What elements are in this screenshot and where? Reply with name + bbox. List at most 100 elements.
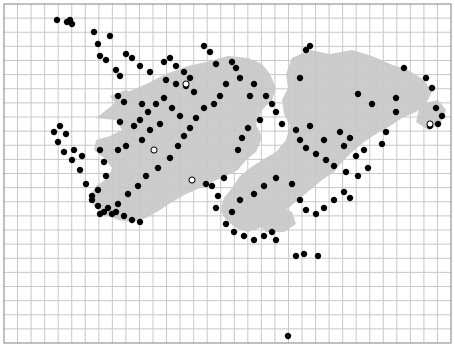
record-dot bbox=[102, 56, 110, 64]
record-dot bbox=[114, 200, 122, 208]
record-dot bbox=[68, 156, 76, 164]
record-dot bbox=[112, 66, 120, 74]
record-dot bbox=[234, 146, 242, 154]
record-dot-open bbox=[150, 146, 158, 154]
record-dot bbox=[146, 68, 154, 76]
record-dot bbox=[220, 174, 228, 182]
record-dot bbox=[288, 180, 296, 188]
record-dot bbox=[122, 142, 130, 150]
record-dot bbox=[76, 166, 84, 174]
record-dot bbox=[432, 104, 440, 112]
record-dot bbox=[268, 100, 276, 108]
records-layer bbox=[50, 16, 446, 340]
record-dot-open bbox=[182, 80, 190, 88]
record-dot bbox=[228, 58, 236, 66]
record-dot bbox=[378, 140, 386, 148]
record-dot bbox=[352, 152, 360, 160]
record-dot bbox=[128, 54, 136, 62]
record-dot-open bbox=[188, 176, 196, 184]
record-dot bbox=[116, 118, 124, 126]
record-dot bbox=[206, 48, 214, 56]
record-dot bbox=[214, 192, 222, 200]
record-dot bbox=[250, 236, 258, 244]
record-dot bbox=[180, 132, 188, 140]
record-dot bbox=[186, 74, 194, 82]
record-dot-open bbox=[426, 120, 434, 128]
record-dot bbox=[250, 80, 258, 88]
record-dot bbox=[172, 80, 180, 88]
record-dot bbox=[236, 74, 244, 82]
record-dot bbox=[238, 134, 246, 142]
record-dot bbox=[262, 92, 270, 100]
record-dot bbox=[292, 126, 300, 134]
record-dot bbox=[236, 196, 244, 204]
record-dot bbox=[354, 90, 362, 98]
record-dot bbox=[96, 52, 104, 60]
record-dot bbox=[272, 174, 280, 182]
record-dot bbox=[314, 252, 322, 260]
record-dot bbox=[70, 146, 78, 154]
record-dot bbox=[96, 210, 104, 218]
record-dot bbox=[53, 16, 61, 24]
record-dot bbox=[136, 218, 144, 226]
map-frame-border bbox=[3, 3, 452, 344]
record-dot bbox=[422, 74, 430, 82]
record-dot bbox=[340, 188, 348, 196]
record-dot bbox=[114, 92, 122, 100]
record-dot bbox=[322, 156, 330, 164]
record-dot bbox=[216, 92, 224, 100]
record-dot bbox=[190, 88, 198, 96]
record-dot bbox=[260, 232, 268, 240]
record-dot bbox=[296, 196, 304, 204]
record-dot bbox=[78, 152, 86, 160]
record-dot bbox=[120, 98, 128, 106]
record-dot bbox=[336, 128, 344, 136]
record-dot bbox=[94, 202, 102, 210]
record-dot bbox=[168, 104, 176, 112]
record-dot bbox=[166, 54, 174, 62]
record-dot bbox=[160, 58, 168, 66]
record-dot bbox=[300, 250, 308, 258]
record-dot bbox=[438, 112, 446, 120]
record-dot bbox=[94, 40, 102, 48]
record-dot bbox=[244, 124, 252, 132]
record-dot bbox=[364, 164, 372, 172]
record-dot bbox=[268, 228, 276, 236]
record-dot bbox=[228, 208, 236, 216]
record-dot bbox=[100, 158, 108, 166]
record-dot bbox=[124, 190, 132, 198]
record-dot bbox=[176, 112, 184, 120]
record-dot bbox=[302, 206, 310, 214]
record-dot bbox=[272, 108, 280, 116]
record-dot bbox=[296, 74, 304, 82]
record-dot bbox=[90, 28, 98, 36]
record-dot bbox=[222, 220, 230, 228]
record-dot bbox=[112, 208, 120, 216]
record-dot bbox=[120, 212, 128, 220]
record-dot bbox=[240, 232, 248, 240]
record-dot bbox=[66, 16, 74, 24]
record-dot bbox=[138, 136, 146, 144]
record-dot bbox=[320, 136, 328, 144]
record-dot bbox=[128, 216, 136, 224]
record-dot bbox=[202, 180, 210, 188]
record-dot bbox=[210, 100, 218, 108]
record-dot bbox=[152, 100, 160, 108]
record-dot bbox=[88, 196, 96, 204]
record-dot bbox=[256, 116, 264, 124]
record-dot bbox=[278, 120, 286, 128]
record-dot bbox=[368, 100, 376, 108]
record-dot bbox=[312, 150, 320, 158]
record-dot bbox=[130, 122, 138, 130]
record-dot bbox=[60, 148, 68, 156]
record-dot bbox=[346, 134, 354, 142]
record-dot bbox=[346, 194, 354, 202]
record-dot bbox=[142, 172, 150, 180]
record-dot bbox=[136, 62, 144, 70]
record-dot bbox=[340, 142, 348, 150]
record-dot bbox=[208, 182, 216, 190]
record-dot bbox=[212, 204, 220, 212]
record-dot bbox=[382, 128, 390, 136]
